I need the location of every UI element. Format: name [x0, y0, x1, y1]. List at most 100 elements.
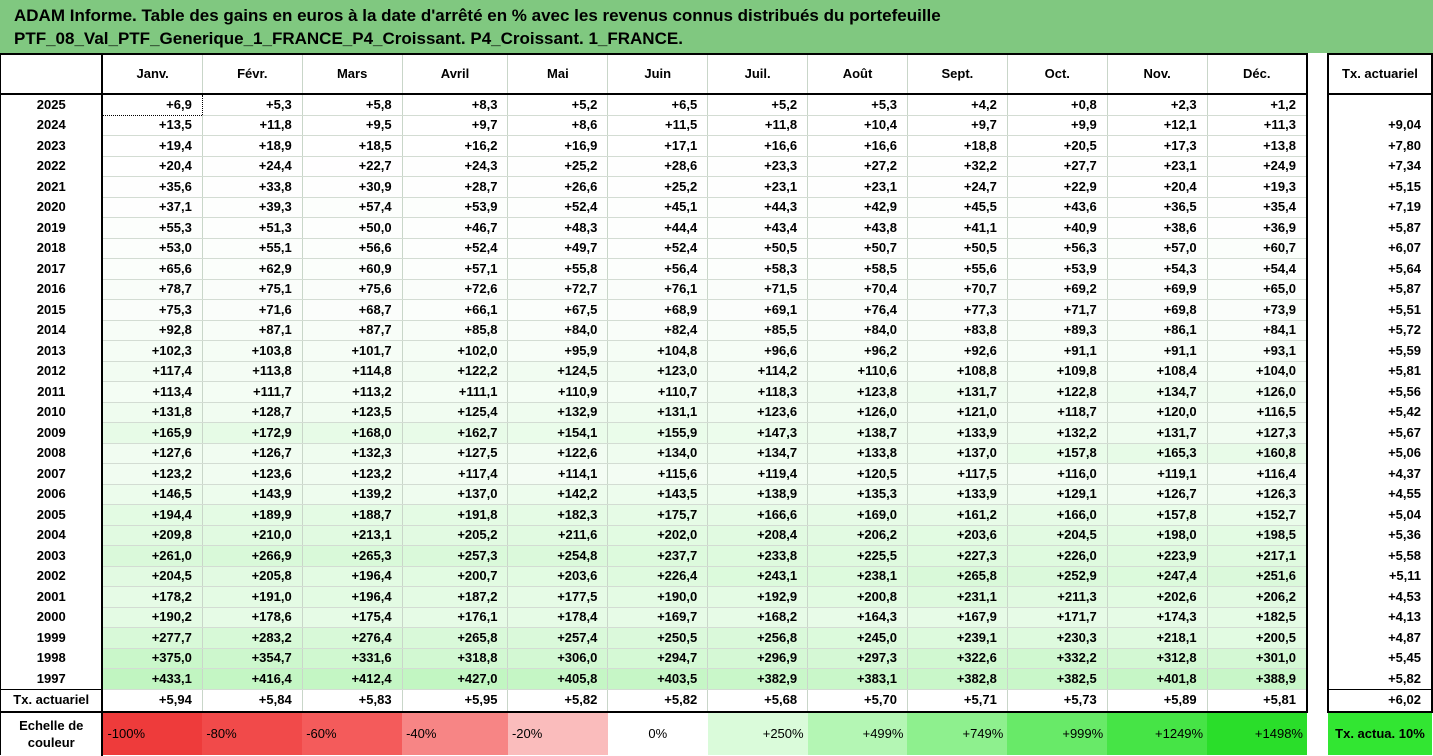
year-label: 2014: [0, 320, 104, 341]
gain-cell: +202,0: [607, 525, 709, 546]
gain-cell: +18,5: [302, 135, 403, 157]
gain-cell: +196,4: [302, 586, 403, 608]
gain-cell: +133,9: [907, 422, 1008, 444]
gain-cell: +117,4: [402, 463, 509, 485]
column-gap: [1306, 586, 1328, 607]
column-gap: [1306, 94, 1328, 115]
gain-cell: +22,9: [1007, 176, 1108, 198]
gain-cell: +117,5: [907, 463, 1008, 485]
gain-cell: +194,4: [102, 504, 203, 526]
gain-cell: +168,0: [302, 422, 403, 444]
gain-cell: +154,1: [507, 422, 609, 444]
column-gap: [1306, 156, 1328, 177]
gain-cell: +217,1: [1207, 545, 1308, 567]
gain-cell: +322,6: [907, 648, 1008, 669]
gain-cell: +55,8: [507, 258, 609, 280]
monthly-rate-cell: +5,83: [302, 688, 403, 713]
gain-cell: +196,4: [302, 566, 403, 587]
gain-cell: +256,8: [707, 627, 809, 649]
gain-cell: +76,1: [607, 279, 709, 300]
gain-cell: +226,4: [607, 566, 709, 587]
gain-cell: +44,3: [707, 197, 809, 218]
annual-rate-cell: +4,55: [1326, 484, 1433, 505]
report-subtitle: PTF_08_Val_PTF_Generique_1_FRANCE_P4_Cro…: [14, 29, 683, 48]
corner-cell: [0, 53, 104, 95]
gain-cell: +114,8: [302, 361, 403, 382]
gain-cell: +16,6: [707, 135, 809, 157]
gain-cell: +225,5: [807, 545, 908, 567]
annual-rate-cell: +9,04: [1326, 115, 1433, 136]
monthly-rate-cell: +5,82: [507, 688, 609, 713]
column-gap: [1306, 422, 1328, 443]
gain-cell: +123,2: [102, 463, 203, 485]
gain-cell: +123,8: [807, 381, 908, 403]
month-header: Juil.: [707, 53, 809, 95]
gain-cell: +301,0: [1207, 648, 1308, 669]
gain-cell: +126,3: [1207, 484, 1308, 505]
gain-cell: +169,0: [807, 504, 908, 526]
gain-cell[interactable]: +6,9: [101, 93, 203, 116]
gain-cell: +110,9: [507, 381, 609, 403]
column-gap: [1306, 463, 1328, 484]
table-row: 2024 +13,5 +11,8 +9,5 +9,7 +8,6 +11,5 +11,8 +10,…: [0, 115, 1433, 136]
gain-cell: +5,3: [807, 94, 908, 116]
column-gap: [1306, 217, 1328, 238]
gain-cell: +86,1: [1107, 320, 1208, 341]
year-label: 2016: [0, 279, 104, 300]
gain-cell: +213,1: [302, 525, 403, 546]
gain-cell: +124,5: [507, 361, 609, 382]
gain-cell: +202,6: [1107, 586, 1208, 608]
gain-cell: +125,4: [402, 402, 509, 423]
gain-cell: +53,9: [1007, 258, 1108, 280]
gain-cell: +412,4: [302, 668, 403, 690]
gain-cell: +69,8: [1107, 299, 1208, 321]
gain-cell: +123,6: [707, 402, 809, 423]
gain-cell: +306,0: [507, 648, 609, 669]
gain-cell: +198,0: [1107, 525, 1208, 546]
gain-cell: +135,3: [807, 484, 908, 505]
year-label: 1999: [0, 627, 104, 648]
gain-cell: +95,9: [507, 340, 609, 362]
gain-cell: +254,8: [507, 545, 609, 567]
gain-cell: +35,4: [1207, 197, 1308, 218]
table-row: 2015 +75,3 +71,6 +68,7 +66,1 +67,5 +68,9 +69,1 +…: [0, 299, 1433, 321]
annual-rate-cell: +5,64: [1326, 258, 1433, 279]
annual-rate-header: Tx. actuariel: [1326, 53, 1433, 95]
column-gap: [1306, 525, 1328, 546]
column-gap: [1306, 238, 1328, 259]
gain-cell: +137,0: [402, 484, 509, 505]
gain-cell: +227,3: [907, 545, 1008, 567]
gain-cell: +36,5: [1107, 197, 1208, 218]
gain-cell: +226,0: [1007, 545, 1108, 567]
gain-cell: +45,5: [907, 197, 1008, 218]
gain-cell: +87,1: [202, 320, 303, 341]
gain-cell: +138,7: [807, 422, 908, 444]
gain-cell: +122,8: [1007, 381, 1108, 403]
gain-cell: +382,9: [707, 668, 809, 690]
monthly-rate-cell: +5,94: [102, 688, 203, 713]
gain-cell: +126,0: [807, 402, 908, 423]
year-label: 2006: [0, 484, 104, 505]
annual-rate-cell: +6,07: [1326, 238, 1433, 259]
gain-cell: +72,6: [402, 279, 509, 300]
gain-cell: +70,4: [807, 279, 908, 300]
annual-rate-cell: +5,58: [1326, 545, 1433, 566]
gain-cell: +166,6: [707, 504, 809, 526]
gain-cell: +75,1: [202, 279, 303, 300]
gain-cell: +96,6: [707, 340, 809, 362]
gain-cell: +2,3: [1107, 94, 1208, 116]
gain-cell: +75,6: [302, 279, 403, 300]
gain-cell: +165,3: [1107, 443, 1208, 464]
gain-cell: +204,5: [102, 566, 203, 587]
table-row: 2014 +92,8 +87,1 +87,7 +85,8 +84,0 +82,4 +85,5 +…: [0, 320, 1433, 341]
gain-cell: +45,1: [607, 197, 709, 218]
gain-cell: +91,1: [1107, 340, 1208, 362]
gain-cell: +71,6: [202, 299, 303, 321]
annual-rate-cell: +5,87: [1326, 217, 1433, 238]
column-gap: [1306, 361, 1328, 382]
year-label: 2018: [0, 238, 104, 259]
gain-cell: +134,7: [707, 443, 809, 464]
gain-cell: +110,6: [807, 361, 908, 382]
gain-cell: +11,3: [1207, 115, 1308, 136]
gain-cell: +110,7: [607, 381, 709, 403]
